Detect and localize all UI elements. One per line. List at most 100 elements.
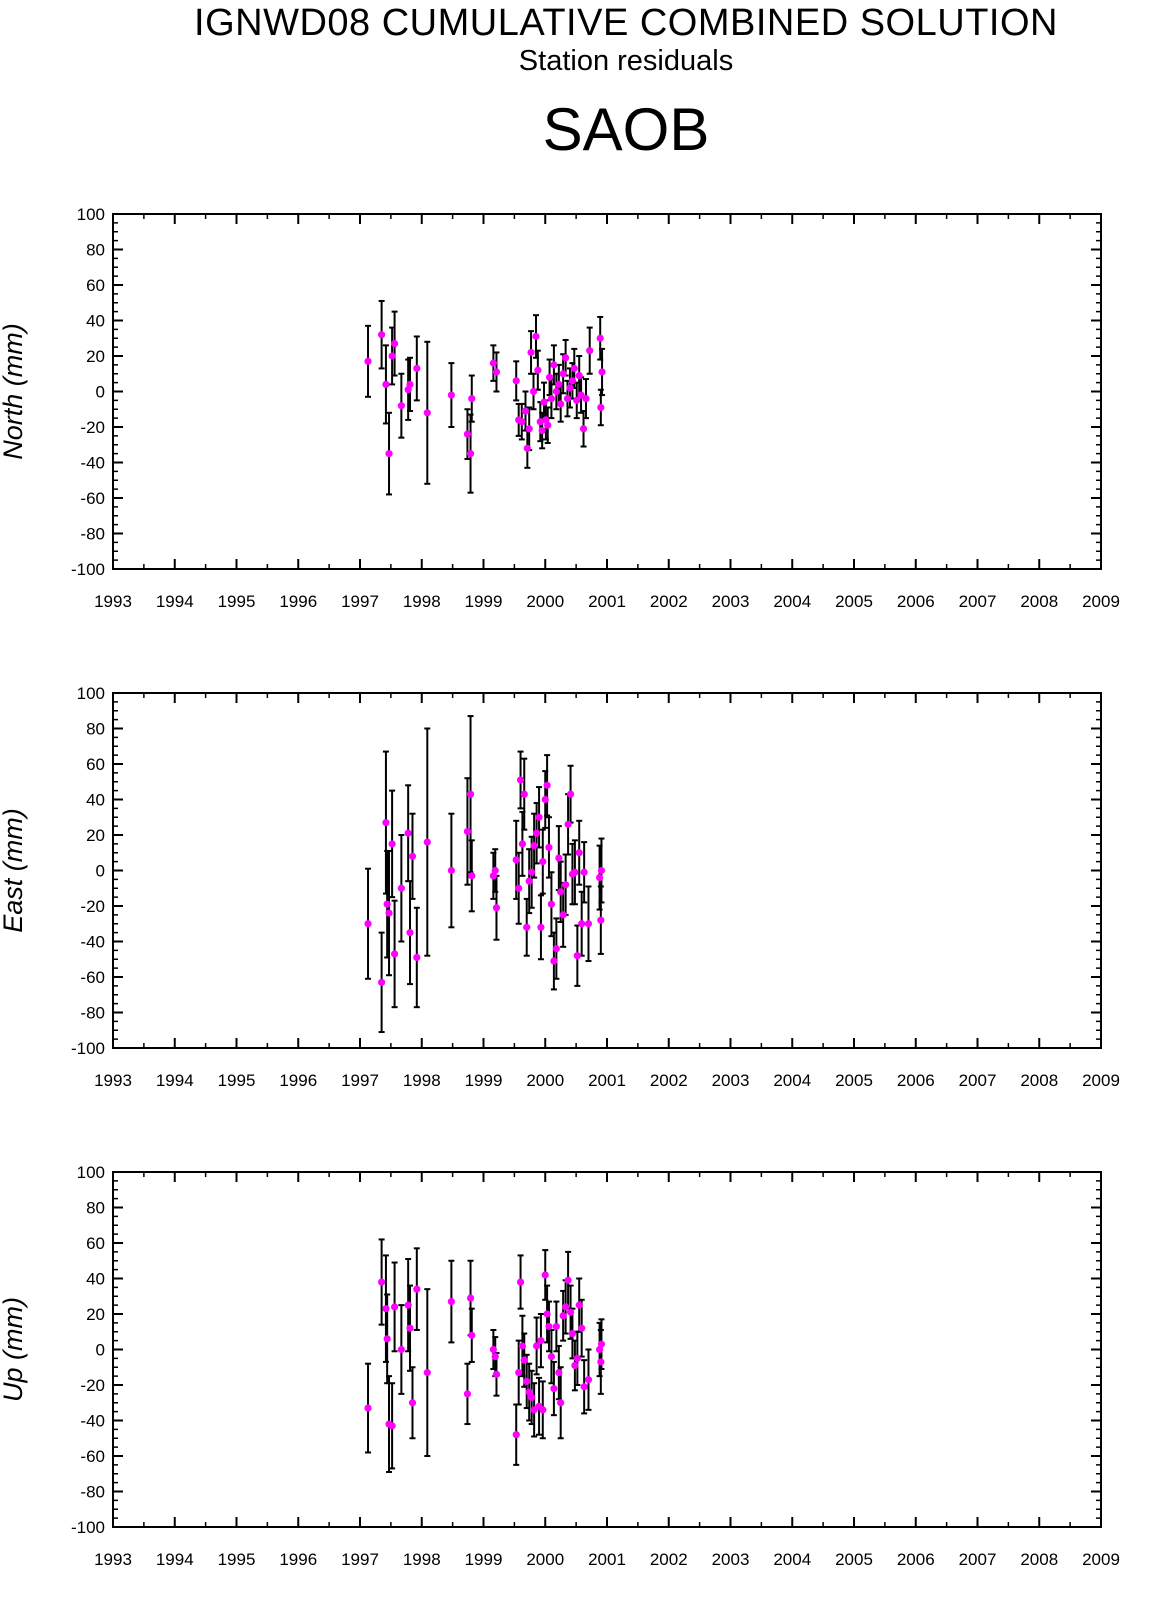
y-axis-label: North (mm) <box>0 323 28 460</box>
data-point <box>598 368 606 376</box>
data-point <box>383 1335 391 1343</box>
data-point <box>520 790 528 798</box>
station-name: SAOB <box>542 96 710 163</box>
x-tick-label: 2002 <box>650 1071 688 1090</box>
x-tick-label: 1996 <box>279 592 317 611</box>
x-tick-label: 2008 <box>1020 592 1058 611</box>
data-point <box>584 1376 593 1384</box>
x-tick-label: 2000 <box>526 1071 564 1090</box>
data-point <box>397 402 405 410</box>
data-point <box>382 1305 390 1313</box>
x-tick-label: 2005 <box>835 592 873 611</box>
y-tick-label: -100 <box>71 1039 105 1058</box>
chart-north: 1993 1994 1995 1996 1997 1998 1999 2000 2001 2002… <box>0 205 1120 611</box>
data-point <box>408 1399 417 1407</box>
data-point <box>463 827 472 836</box>
y-tick-label: -80 <box>80 525 105 544</box>
x-tick-label: 2006 <box>897 1071 935 1090</box>
data-point <box>552 1322 560 1331</box>
y-tick-label: -60 <box>80 1447 105 1466</box>
data-point <box>597 1358 605 1366</box>
y-tick-label: -80 <box>80 1483 105 1502</box>
x-tick-label: 1993 <box>94 592 132 611</box>
x-tick-label: 2005 <box>835 1550 873 1569</box>
y-tick-label: -60 <box>80 489 105 508</box>
data-point <box>489 359 497 367</box>
data-point <box>563 395 572 403</box>
data-point <box>378 978 386 986</box>
data-point <box>575 849 583 857</box>
data-point <box>573 396 581 404</box>
y-tick-label: -40 <box>80 1412 105 1431</box>
data-point <box>533 1342 541 1350</box>
data-point <box>562 354 570 362</box>
data-point <box>468 1331 476 1339</box>
x-tick-label: 2009 <box>1082 1550 1120 1569</box>
data-point <box>559 911 567 919</box>
x-tick-label: 2005 <box>835 1071 873 1090</box>
data-point <box>492 904 501 912</box>
x-tick-label: 1993 <box>94 1550 132 1569</box>
data-point <box>406 929 414 937</box>
data-point <box>390 339 399 348</box>
x-tick-label: 2009 <box>1082 592 1120 611</box>
data-point <box>523 923 531 931</box>
chart-east: 1993 1994 1995 1996 1997 1998 1999 2000 2001 2002… <box>0 684 1120 1090</box>
y-tick-label: -100 <box>71 1518 105 1537</box>
data-point <box>378 1278 386 1286</box>
data-point <box>550 361 558 369</box>
chart-up: 1993 1994 1995 1996 1997 1998 1999 2000 2001 2002… <box>0 1163 1120 1569</box>
x-tick-label: 2008 <box>1020 1071 1058 1090</box>
y-tick-label: 80 <box>86 241 105 260</box>
data-point <box>540 398 548 406</box>
data-point <box>545 1322 553 1331</box>
data-point <box>364 1404 372 1412</box>
data-point <box>492 368 501 376</box>
x-tick-label: 2000 <box>526 1550 564 1569</box>
x-tick-label: 2003 <box>712 1550 750 1569</box>
data-point <box>413 953 421 962</box>
y-tick-label: -80 <box>80 1004 105 1023</box>
data-point <box>575 1301 583 1309</box>
data-point <box>571 868 579 876</box>
x-tick-label: 1995 <box>218 1071 256 1090</box>
y-tick-label: 40 <box>86 1270 105 1289</box>
data-point <box>559 1312 567 1320</box>
y-tick-label: -20 <box>80 1376 105 1395</box>
x-tick-label: 2003 <box>712 1071 750 1090</box>
y-axis-label: East (mm) <box>0 808 28 933</box>
y-tick-label: 100 <box>77 205 105 224</box>
data-point <box>413 364 421 373</box>
data-point <box>423 1368 431 1377</box>
x-tick-label: 2004 <box>773 1550 811 1569</box>
data-point <box>596 334 604 342</box>
data-point <box>516 776 525 784</box>
data-point <box>555 854 563 862</box>
data-point <box>535 813 543 821</box>
data-point <box>578 1324 586 1332</box>
data-point <box>523 1377 531 1386</box>
x-tick-label: 2004 <box>773 1071 811 1090</box>
y-tick-label: 0 <box>96 862 105 881</box>
data-point <box>382 818 390 827</box>
data-point <box>390 950 399 958</box>
data-point <box>521 407 530 415</box>
data-point <box>528 868 536 876</box>
data-point <box>528 1393 536 1402</box>
data-point <box>597 866 606 875</box>
data-point <box>388 352 396 360</box>
x-tick-label: 2007 <box>959 1071 997 1090</box>
x-tick-label: 1995 <box>218 1550 256 1569</box>
x-tick-label: 1997 <box>341 1550 379 1569</box>
data-point <box>536 418 544 426</box>
data-point <box>543 1310 551 1318</box>
x-tick-label: 1999 <box>465 1550 503 1569</box>
x-tick-label: 2001 <box>588 592 626 611</box>
data-point <box>518 418 526 426</box>
data-point <box>552 945 560 953</box>
data-point <box>404 1301 412 1309</box>
data-point <box>573 952 581 960</box>
x-tick-label: 1998 <box>403 1550 441 1569</box>
y-tick-label: 80 <box>86 720 105 739</box>
data-point <box>547 395 556 403</box>
